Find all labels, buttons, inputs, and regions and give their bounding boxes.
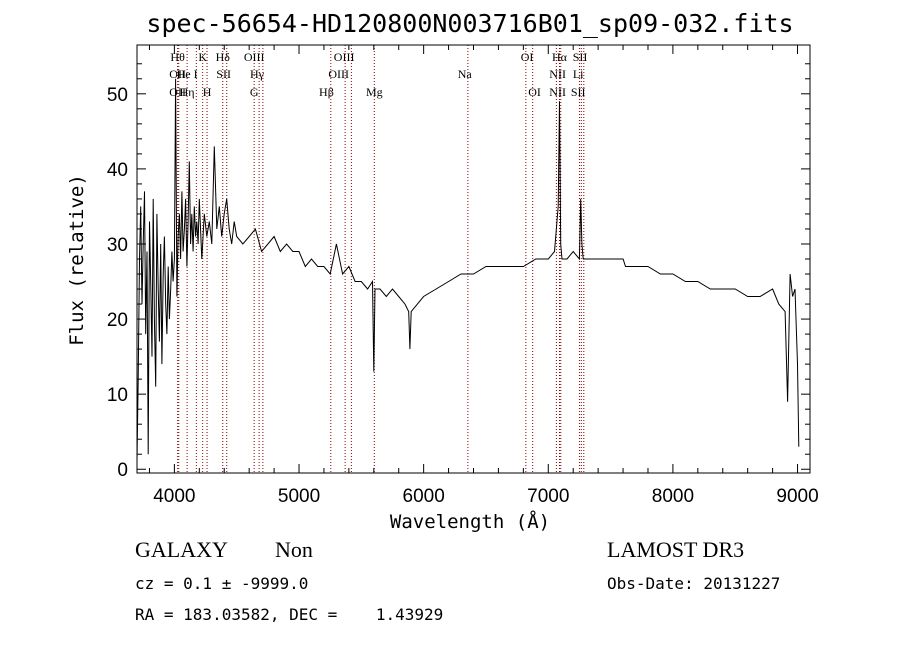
line-label-10: Hγ: [250, 67, 265, 81]
chart-title: spec-56654-HD120800N003716B01_sp09-032.f…: [146, 9, 793, 38]
x-tick-label: 6000: [403, 486, 445, 507]
y-tick-label: 30: [107, 235, 128, 256]
line-label-4: Hη: [180, 85, 195, 99]
obs-date-text: Obs-Date: 20131227: [607, 574, 780, 593]
line-label-16: Na: [458, 67, 473, 81]
x-tick-label: 4000: [153, 486, 195, 507]
spectrum-line-0: [136, 78, 800, 462]
line-label-8: SII: [216, 67, 231, 81]
y-tick-label: 10: [107, 385, 128, 406]
line-label-17: OI: [521, 50, 534, 64]
line-label-5: K: [198, 50, 207, 64]
x-tick-label: 8000: [652, 486, 694, 507]
y-tick-label: 50: [107, 85, 128, 106]
line-label-22: Li: [573, 67, 584, 81]
y-tick-label: 40: [107, 160, 128, 181]
line-label-2: OII: [169, 85, 186, 99]
x-tick-label: 9000: [776, 486, 818, 507]
y-axis-label: Flux (relative): [66, 174, 88, 346]
line-label-6: H: [203, 85, 212, 99]
radec-text: RA = 183.03582, DEC = 1.43929: [135, 605, 443, 624]
x-axis-ticks: 4000 5000 6000 7000 8000 9000: [148, 45, 819, 507]
line-label-9: OIII: [244, 50, 265, 64]
x-tick-label: 7000: [527, 486, 569, 507]
object-class: GALAXY: [135, 537, 228, 562]
line-label-12: OIII: [334, 50, 355, 64]
line-label-11: G: [250, 85, 259, 99]
spectrum-series: [136, 78, 800, 462]
line-label-1: OII: [169, 67, 186, 81]
line-label-15: Mg: [366, 85, 383, 99]
line-label-24: SII: [571, 85, 586, 99]
line-label-13: OIII: [328, 67, 349, 81]
spectral-line-markers: [177, 45, 585, 473]
line-label-19: Hα: [552, 50, 568, 64]
line-label-20: SII: [573, 50, 588, 64]
y-tick-label: 0: [117, 460, 128, 481]
redshift-text: cz = 0.1 ± -9999.0: [135, 574, 308, 593]
line-label-18: OI: [528, 85, 541, 99]
line-label-21: NII: [549, 67, 566, 81]
line-label-14: Hβ: [319, 85, 334, 99]
y-axis-ticks: 0 10 20 30 40 50: [107, 63, 810, 481]
survey-name: LAMOST DR3: [607, 537, 744, 562]
line-label-7: Hδ: [216, 50, 231, 64]
line-label-23: NII: [549, 85, 566, 99]
line-label-3: He I: [177, 67, 198, 81]
object-subclass: Non: [275, 537, 313, 562]
x-axis-label: Wavelength (Å): [390, 510, 550, 533]
y-tick-label: 20: [107, 310, 128, 331]
line-label-0: Hθ: [170, 50, 185, 64]
x-tick-label: 5000: [278, 486, 320, 507]
plot-frame: [136, 44, 811, 474]
